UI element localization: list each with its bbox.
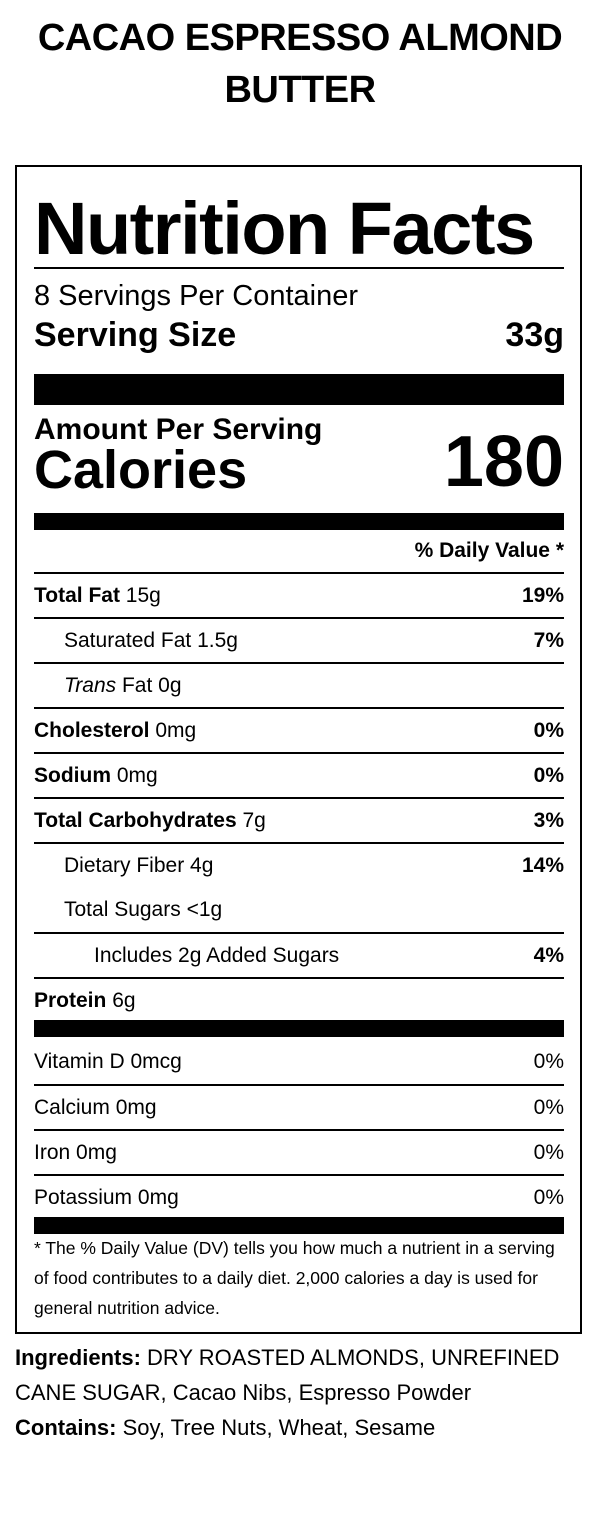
nutrient-row-added-sugars: Includes 2g Added Sugars 4% [34, 932, 564, 977]
ingredients-text: DRY ROASTED ALMONDS, UNREFINED CANE SUGA… [15, 1345, 560, 1405]
nutrient-amount: <1g [186, 897, 223, 921]
nutrient-name: Total Sugars [64, 897, 181, 921]
nutrition-facts-panel: Nutrition Facts 8 Servings Per Container… [15, 165, 582, 1334]
vitamin-amount: 0mg [137, 1185, 179, 1209]
nutrient-amount: 7g [242, 808, 266, 832]
nutrient-row-total-fat: Total Fat 15g 19% [34, 572, 564, 617]
serving-size-label: Serving Size [34, 316, 237, 354]
product-title: CACAO ESPRESSO ALMOND BUTTER [37, 17, 563, 111]
serving-size-value: 33g [505, 316, 564, 354]
ingredients-block: Ingredients: DRY ROASTED ALMONDS, UNREFI… [15, 1340, 585, 1445]
nutrient-dv: 4% [533, 943, 564, 967]
nutrient-amount: 6g [112, 988, 136, 1012]
vitamin-row-calcium: Calcium 0mg 0% [34, 1084, 564, 1129]
vitamin-row-vitamin-d: Vitamin D 0mcg 0% [34, 1039, 564, 1084]
nutrient-name: Total Carbohydrates [34, 808, 237, 832]
nutrient-row-total-carbohydrates: Total Carbohydrates 7g 3% [34, 797, 564, 842]
nutrient-dv: 0% [533, 763, 564, 787]
nutrient-row-total-sugars: Total Sugars <1g [34, 887, 564, 932]
nutrient-amount: 4g [190, 853, 214, 877]
contains-line: Contains: Soy, Tree Nuts, Wheat, Sesame [15, 1410, 585, 1445]
nutrient-name: Total Fat [34, 583, 120, 607]
vitamin-amount: 0mg [76, 1140, 117, 1164]
vitamin-amount: 0mg [115, 1095, 157, 1119]
servings-per-container: 8 Servings Per Container [34, 280, 358, 312]
nutrient-row-protein: Protein 6g [34, 977, 564, 1022]
ingredients-label: Ingredients: [15, 1345, 141, 1370]
nutrient-name-italic: Trans [64, 673, 117, 697]
vitamin-dv: 0% [533, 1095, 564, 1119]
daily-value-header: % Daily Value * [414, 539, 564, 562]
contains-text: Soy, Tree Nuts, Wheat, Sesame [122, 1415, 436, 1440]
nutrient-name: Fat [121, 673, 153, 697]
calories-label: Calories [34, 440, 248, 500]
vitamin-dv: 0% [533, 1140, 564, 1164]
nutrient-dv: 14% [521, 853, 564, 877]
nutrient-amount: 0mg [155, 718, 197, 742]
contains-label: Contains: [15, 1415, 117, 1440]
thick-divider [34, 374, 564, 405]
vitamin-name: Potassium [34, 1185, 133, 1209]
amount-per-serving: Amount Per Serving [34, 413, 323, 446]
nutrient-name: Sodium [34, 763, 111, 787]
nutrient-amount: 0g [158, 673, 182, 697]
nutrient-amount: 0mg [116, 763, 158, 787]
vitamin-dv: 0% [533, 1185, 564, 1209]
nutrient-row-dietary-fiber: Dietary Fiber 4g 14% [34, 842, 564, 887]
serving-size-row: Serving Size 33g [34, 315, 564, 355]
nutrient-dv: 7% [533, 628, 564, 652]
calories-row: Calories 180 [34, 425, 564, 499]
vitamin-name: Iron [34, 1140, 71, 1164]
nutrient-name: Cholesterol [34, 718, 150, 742]
thick-divider [34, 1020, 564, 1037]
nutrient-dv: 3% [533, 808, 564, 832]
vitamin-dv: 0% [533, 1049, 564, 1073]
nutrient-row-saturated-fat: Saturated Fat 1.5g 7% [34, 617, 564, 662]
ingredients-line: Ingredients: DRY ROASTED ALMONDS, UNREFI… [15, 1340, 585, 1410]
vitamin-name: Calcium [34, 1095, 110, 1119]
vitamin-row-potassium: Potassium 0mg 0% [34, 1174, 564, 1219]
nutrient-dv: 19% [521, 583, 564, 607]
nutrient-amount: 15g [125, 583, 161, 607]
nutrient-name: Includes 2g Added Sugars [94, 943, 340, 967]
nutrient-row-trans-fat: Trans Fat 0g [34, 662, 564, 707]
nutrient-amount: 1.5g [197, 628, 238, 652]
vitamin-amount: 0mcg [130, 1049, 182, 1073]
nutrient-dv: 0% [533, 718, 564, 742]
nutrient-name: Dietary Fiber [64, 853, 185, 877]
daily-value-footnote: * The % Daily Value (DV) tells you how m… [34, 1238, 555, 1318]
nutrition-facts-heading: Nutrition Facts [34, 187, 535, 270]
nutrient-name: Saturated Fat [64, 628, 192, 652]
nutrient-row-sodium: Sodium 0mg 0% [34, 752, 564, 797]
vitamin-row-iron: Iron 0mg 0% [34, 1129, 564, 1174]
calories-value: 180 [443, 422, 564, 502]
nutrient-row-cholesterol: Cholesterol 0mg 0% [34, 707, 564, 752]
nutrient-name: Protein [34, 988, 107, 1012]
thick-divider [34, 1217, 564, 1234]
thick-divider [34, 513, 564, 530]
vitamin-name: Vitamin D [34, 1049, 125, 1073]
divider [34, 267, 564, 269]
